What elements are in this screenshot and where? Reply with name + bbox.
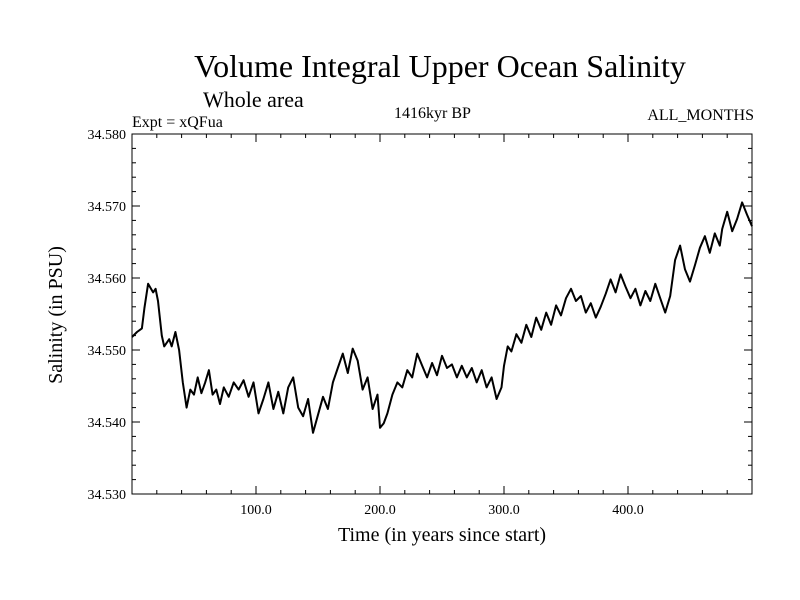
x-axis-ticks: 100.0 200.0 300.0 400.0 — [156, 134, 728, 518]
y-tick-label: 34.540 — [88, 416, 127, 431]
x-axis-label: Time (in years since start) — [338, 524, 546, 546]
y-tick-label: 34.580 — [88, 128, 127, 143]
x-tick-label: 200.0 — [364, 503, 396, 518]
x-tick-label: 300.0 — [488, 503, 520, 518]
chart-title: Volume Integral Upper Ocean Salinity — [194, 48, 686, 84]
y-axis-ticks: 34.530 34.540 34.550 34.560 34.570 34.580 — [88, 128, 752, 503]
x-tick-label: 100.0 — [240, 503, 272, 518]
y-tick-label: 34.530 — [88, 488, 127, 503]
y-axis-label: Salinity (in PSU) — [45, 246, 67, 384]
y-tick-label: 34.570 — [88, 200, 127, 215]
experiment-label: Expt = xQFua — [132, 114, 223, 131]
chart-subtitle: Whole area — [203, 87, 304, 112]
x-tick-label: 400.0 — [612, 503, 644, 518]
salinity-series-line — [131, 201, 753, 434]
months-label: ALL_MONTHS — [647, 107, 754, 124]
plot-frame — [131, 133, 753, 495]
y-tick-label: 34.550 — [88, 344, 127, 359]
period-label: 1416kyr BP — [394, 105, 471, 122]
y-tick-label: 34.560 — [88, 272, 127, 287]
